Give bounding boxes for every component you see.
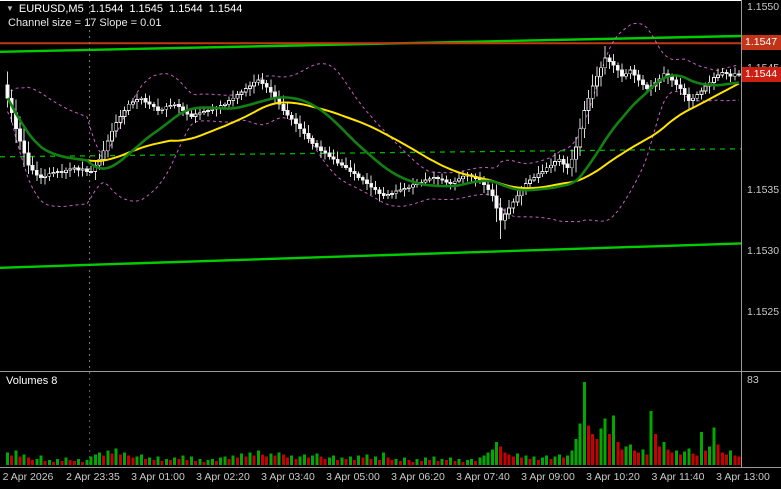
channel-lower-line [0,242,741,269]
channel-indicator-caption: Channel size = 17 Slope = 0.01 [8,17,162,29]
candles-layer [5,46,741,239]
time-axis-separator [0,467,781,468]
ma-green-line [6,74,740,192]
price-chart-svg [0,0,741,371]
current-price-tag: 1.1544 [742,67,781,82]
time-axis-label: 3 Apr 02:20 [196,471,250,483]
volume-scale-max-label: 83 [747,374,759,386]
chart-top-border [0,0,741,1]
symbol-timeframe-label: EURUSD,M5 [18,3,84,15]
price-axis-separator [741,0,742,467]
chart-header: ▼ EURUSD,M5 1.1544 1.1545 1.1544 1.1544 [6,3,242,15]
time-axis-label: 3 Apr 01:00 [131,471,185,483]
time-axis-label: 3 Apr 10:20 [586,471,640,483]
time-axis-label: 3 Apr 11:40 [651,471,705,483]
time-axis-label: 3 Apr 06:20 [391,471,445,483]
time-axis-label: 2 Apr 23:35 [66,471,120,483]
ohlc-close-value: 1.1544 [208,3,243,15]
ohlc-low-value: 1.1544 [169,3,203,15]
ma-yellow-line [6,82,740,190]
price-axis-label: 1.1525 [747,306,780,318]
price-axis-label: 1.1550 [747,1,780,13]
time-axis-label: 3 Apr 13:00 [716,471,770,483]
time-axis-label: 3 Apr 07:40 [456,471,510,483]
volume-pane[interactable] [0,372,741,467]
price-axis-label: 1.1530 [747,245,780,257]
pane-separator[interactable] [0,371,781,372]
time-axis-label: 3 Apr 03:40 [261,471,315,483]
ohlc-high-value: 1.1545 [129,3,164,15]
volume-bars-layer [6,382,741,465]
price-chart-area[interactable] [0,0,741,371]
volumes-indicator-label: Volumes 8 [6,375,58,387]
price-axis-label: 1.1535 [747,184,780,196]
time-axis-label: 2 Apr 2026 [2,471,54,483]
ohlc-open-value: 1.1544 [89,3,124,15]
time-axis-label: 3 Apr 09:00 [521,471,575,483]
volume-chart-svg [6,372,741,467]
chart-menu-arrow-icon[interactable]: ▼ [6,4,14,13]
bollinger-lower-line [7,90,739,223]
time-axis-label: 3 Apr 05:00 [326,471,380,483]
resistance-price-tag: 1.1547 [742,35,781,50]
